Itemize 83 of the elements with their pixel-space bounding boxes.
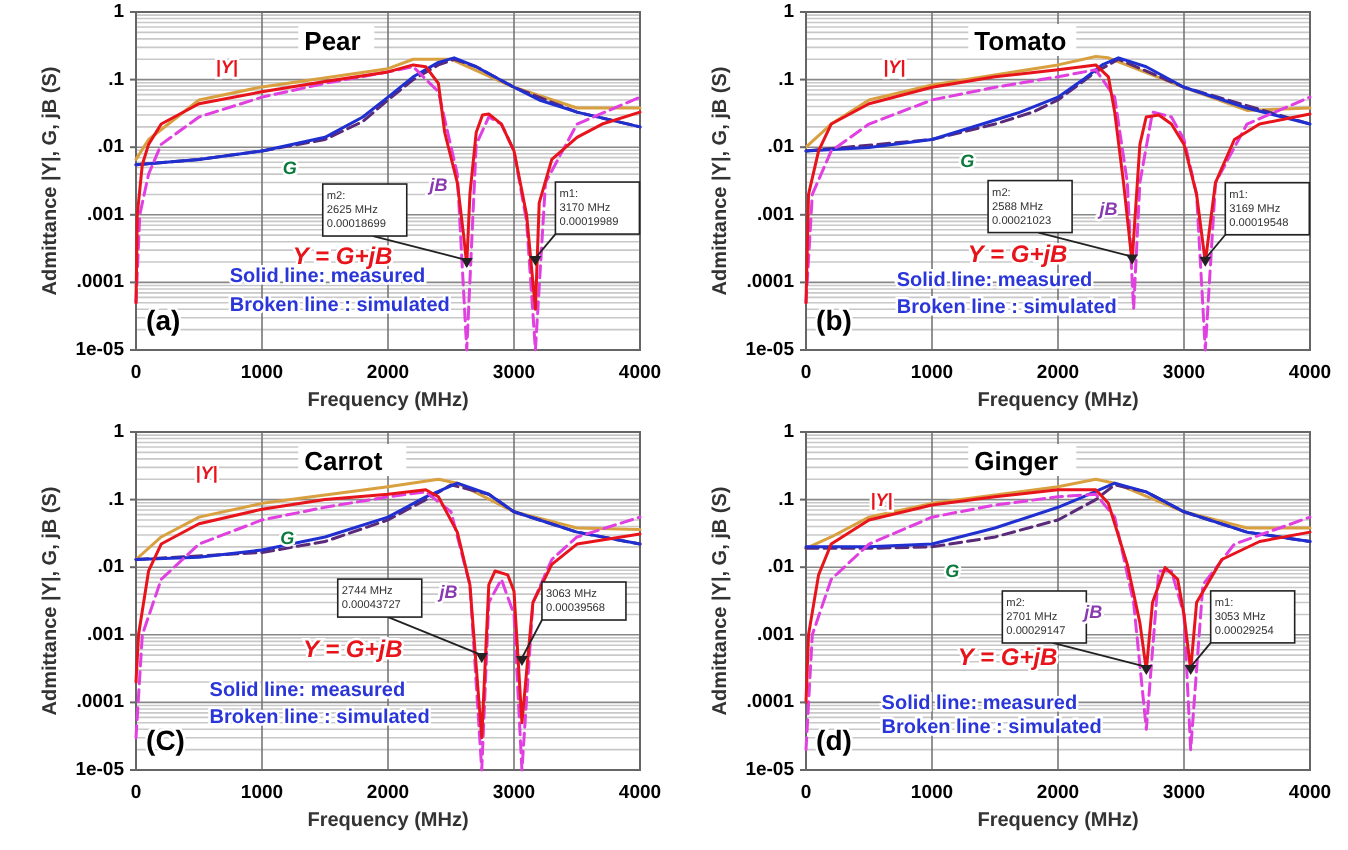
x-tick-label: 0 xyxy=(130,362,142,384)
y-axis-title: Admittance |Y|, G, jB (S) xyxy=(710,486,732,716)
y-axis-title: Admittance |Y|, G, jB (S) xyxy=(40,486,62,716)
annotation: Y = G+jB xyxy=(292,241,394,270)
y-tick-label: .01 xyxy=(767,136,796,159)
annotation: Solid line: measured xyxy=(209,679,406,702)
y-tick-label: .0001 xyxy=(76,691,126,714)
y-tick-label: .0001 xyxy=(746,271,796,294)
x-tick-label: 2000 xyxy=(1036,782,1080,804)
text: Carrot xyxy=(304,446,384,476)
y-tick-label: 1 xyxy=(783,421,796,443)
annotation: (d) xyxy=(816,723,852,756)
line-series xyxy=(804,492,1312,752)
y-tick-label: 1 xyxy=(783,1,796,23)
annotation: Broken line : simulated xyxy=(881,716,1102,739)
annotation: |Y| xyxy=(195,463,218,484)
y-tick-label: .01 xyxy=(97,556,126,579)
annotation: |Y| xyxy=(215,56,238,77)
y-tick-label: .001 xyxy=(757,623,796,646)
x-tick-label: 1000 xyxy=(240,362,284,384)
y-tick-label: .001 xyxy=(87,623,126,646)
annotation: (C) xyxy=(146,723,185,756)
annotation: jB xyxy=(427,175,449,196)
annotation: Broken line : simulated xyxy=(229,295,450,318)
annotation: Y = G+jB xyxy=(957,643,1059,672)
x-tick-label: 2000 xyxy=(1036,362,1080,384)
x-tick-label: 1000 xyxy=(240,782,284,804)
annotation: |Y| xyxy=(870,490,893,511)
annotation: (a) xyxy=(146,303,181,336)
y-tick-label: 1e-05 xyxy=(75,759,126,781)
annotation: Solid line: measured xyxy=(896,269,1093,292)
annotation: G xyxy=(945,561,960,582)
y-tick-label: .01 xyxy=(97,136,126,159)
x-tick-label: 4000 xyxy=(618,782,662,804)
annotation: G xyxy=(282,158,297,179)
y-tick-label: .0001 xyxy=(76,271,126,294)
y-tick-label: .1 xyxy=(778,488,796,511)
y-tick-label: 1 xyxy=(113,1,126,23)
annotation: G xyxy=(280,527,295,548)
x-axis-title: Frequency (MHz) xyxy=(307,810,469,832)
x-tick-label: 4000 xyxy=(618,362,662,384)
x-axis-title: Frequency (MHz) xyxy=(977,810,1139,832)
y-axis-title: Admittance |Y|, G, jB (S) xyxy=(40,66,62,296)
annotation: G xyxy=(960,151,975,172)
x-tick-label: 3000 xyxy=(492,362,536,384)
x-tick-label: 0 xyxy=(800,782,812,804)
annotation: (b) xyxy=(816,303,852,336)
text: Tomato xyxy=(974,26,1067,56)
x-tick-label: 0 xyxy=(800,362,812,384)
y-tick-label: 1 xyxy=(113,421,126,443)
x-tick-label: 4000 xyxy=(1288,362,1332,384)
x-tick-label: 2000 xyxy=(366,782,410,804)
x-tick-label: 0 xyxy=(130,782,142,804)
x-tick-label: 3000 xyxy=(1162,782,1206,804)
x-axis-title: Frequency (MHz) xyxy=(307,390,469,412)
y-tick-label: .001 xyxy=(87,203,126,226)
text: Ginger xyxy=(974,446,1059,476)
y-tick-label: 1e-05 xyxy=(75,339,126,361)
annotation: jB xyxy=(437,581,459,602)
annotation: Y = G+jB xyxy=(302,634,404,663)
annotation: jB xyxy=(1097,198,1119,219)
y-tick-label: .1 xyxy=(108,488,126,511)
x-tick-label: 1000 xyxy=(910,362,954,384)
text: Pear xyxy=(304,26,361,56)
annotation: Broken line : simulated xyxy=(896,296,1117,319)
y-tick-label: 1e-05 xyxy=(745,339,796,361)
y-tick-label: 1e-05 xyxy=(745,759,796,781)
x-tick-label: 1000 xyxy=(910,782,954,804)
y-tick-label: .1 xyxy=(778,68,796,91)
x-tick-label: 4000 xyxy=(1288,782,1332,804)
y-tick-label: .0001 xyxy=(746,691,796,714)
annotation: Broken line : simulated xyxy=(209,706,430,729)
x-tick-label: 2000 xyxy=(366,362,410,384)
x-tick-label: 3000 xyxy=(492,782,536,804)
y-tick-label: .01 xyxy=(767,556,796,579)
y-axis-title: Admittance |Y|, G, jB (S) xyxy=(710,66,732,296)
x-tick-label: 3000 xyxy=(1162,362,1206,384)
x-axis-title: Frequency (MHz) xyxy=(977,390,1139,412)
annotation: Y = G+jB xyxy=(967,240,1069,269)
y-tick-label: .1 xyxy=(108,68,126,91)
annotation: Solid line: measured xyxy=(881,693,1078,716)
annotation: |Y| xyxy=(883,56,906,77)
y-tick-label: .001 xyxy=(757,203,796,226)
